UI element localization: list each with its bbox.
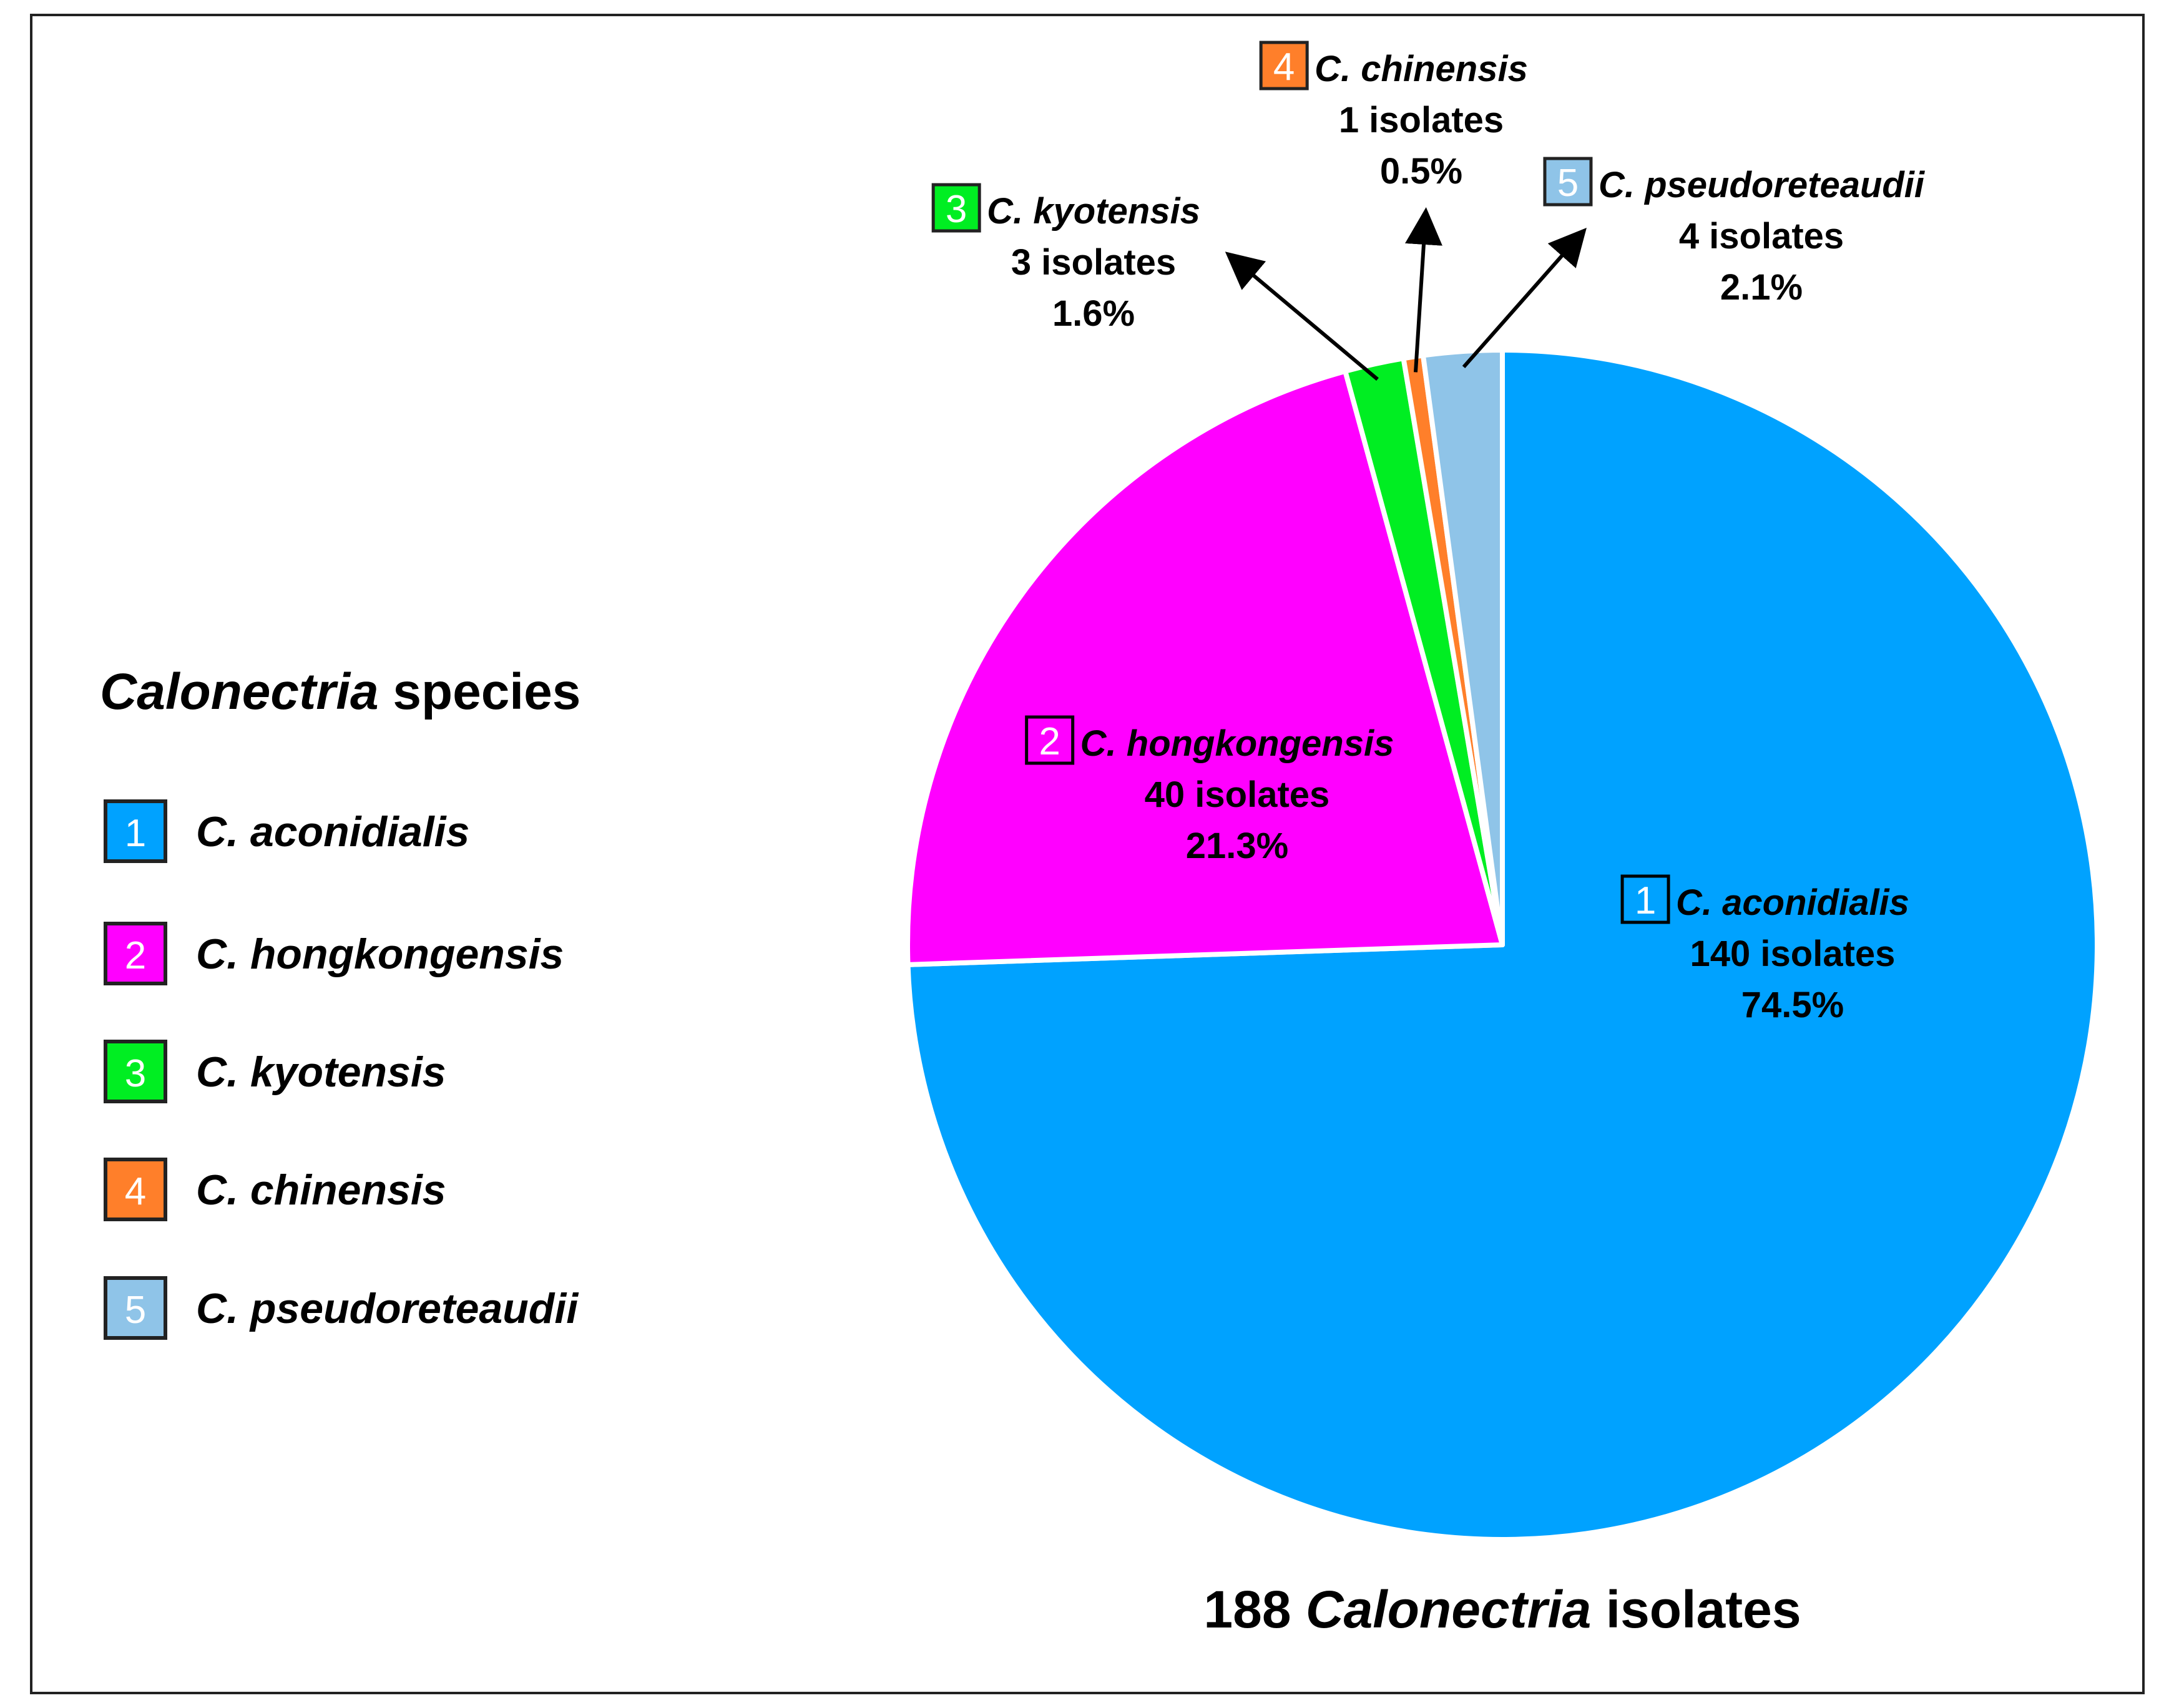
callout-arrow — [1405, 207, 1442, 373]
callout-percent: 2.1% — [1720, 267, 1803, 308]
pie-slices — [905, 348, 2100, 1542]
legend-item-c-hongkongensis: 2 C. hongkongensis — [104, 922, 564, 985]
callout-badge — [931, 183, 981, 233]
legend-label: C. hongkongensis — [196, 930, 564, 978]
callout-percent: 21.3% — [1186, 826, 1288, 866]
legend-swatch — [104, 1276, 167, 1340]
legend-label: C. chinensis — [196, 1166, 446, 1214]
callout-badge-number: 2 — [1039, 720, 1060, 763]
callout-c-kyotensis: C. kyotensis 3 3 isolates 1.6% — [931, 183, 1379, 381]
legend-swatch — [104, 1158, 167, 1221]
legend-swatch — [104, 799, 167, 863]
callout-c-pseudoreteaudii: C. pseudoreteaudii 5 4 isolates 2.1% — [1462, 157, 1926, 369]
callout-badge — [1620, 874, 1670, 924]
callout-badge-number: 1 — [1635, 879, 1656, 922]
callout-c-chinensis: C. chinensis 4 1 isolates 0.5% — [1259, 41, 1528, 373]
legend-swatch-number: 4 — [125, 1170, 146, 1213]
callout-labels: C. aconidialis 1 140 isolates 74.5% C. hongk… — [931, 41, 1926, 1025]
legend-title: Calonectria species — [100, 663, 580, 720]
callout-count: 3 isolates — [1011, 242, 1176, 283]
legend-item-c-kyotensis: 3 C. kyotensis — [104, 1040, 446, 1103]
callout-count: 4 isolates — [1679, 216, 1844, 256]
total-isolates-label: 188 Calonectria isolates — [1203, 1580, 1801, 1639]
callout-badge-number: 4 — [1273, 46, 1295, 89]
callout-badge — [1259, 41, 1309, 90]
callout-count: 1 isolates — [1339, 100, 1504, 140]
legend-swatch-number: 1 — [125, 812, 146, 855]
figure-frame: Calonectria species 1 C. aconidialis 2 C. h… — [30, 14, 2145, 1694]
callout-badge — [1543, 157, 1593, 207]
callout-name: C. aconidialis — [1676, 882, 1909, 923]
legend-swatch-number: 2 — [125, 934, 146, 977]
callout-c-aconidialis: C. aconidialis 1 140 isolates 74.5% — [1620, 874, 1909, 1025]
callout-percent: 0.5% — [1380, 151, 1462, 192]
callout-badge-number: 5 — [1557, 162, 1579, 205]
legend-swatch-number: 3 — [125, 1052, 146, 1095]
callout-count: 140 isolates — [1690, 934, 1896, 974]
pie-slice-c-pseudoreteaudii — [1420, 348, 1505, 947]
callout-badge — [1025, 715, 1075, 765]
legend-label: C. kyotensis — [196, 1048, 446, 1096]
callout-name: C. pseudoreteaudii — [1599, 165, 1926, 205]
callout-count: 40 isolates — [1145, 774, 1330, 815]
legend: Calonectria species 1 C. aconidialis 2 C. h… — [100, 663, 580, 1340]
callout-badge-number: 3 — [946, 188, 967, 231]
callout-c-hongkongensis: C. hongkongensis 2 40 isolates 21.3% — [1025, 715, 1394, 866]
legend-swatch — [104, 922, 167, 985]
pie-slice-c-hongkongensis — [905, 368, 1505, 967]
callout-arrow — [1462, 228, 1587, 369]
callout-name: C. hongkongensis — [1080, 723, 1394, 764]
legend-swatch — [104, 1040, 167, 1103]
callout-name: C. kyotensis — [987, 191, 1200, 232]
legend-label: C. pseudoreteaudii — [196, 1285, 579, 1332]
callout-percent: 1.6% — [1052, 293, 1135, 334]
legend-item-c-pseudoreteaudii: 5 C. pseudoreteaudii — [104, 1276, 579, 1340]
legend-item-c-aconidialis: 1 C. aconidialis — [104, 799, 469, 863]
legend-label: C. aconidialis — [196, 808, 469, 856]
legend-swatch-number: 5 — [125, 1289, 146, 1332]
legend-item-c-chinensis: 4 C. chinensis — [104, 1158, 446, 1221]
callout-name: C. chinensis — [1315, 49, 1528, 89]
callout-percent: 74.5% — [1741, 985, 1844, 1025]
callout-arrow — [1225, 251, 1379, 381]
